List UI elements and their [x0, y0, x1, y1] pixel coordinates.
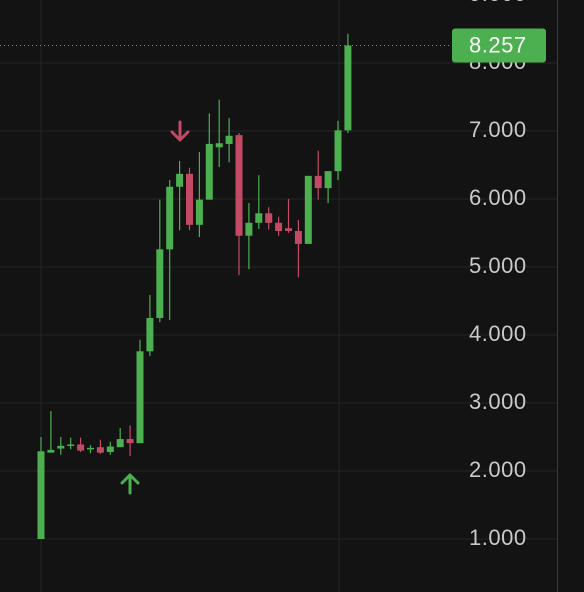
- y-tick-label: 7.000: [469, 117, 527, 142]
- candle-body: [205, 143, 213, 200]
- candle-body: [265, 213, 273, 223]
- candle-body: [324, 171, 332, 189]
- candle-body: [136, 351, 144, 444]
- candle-body: [334, 130, 342, 172]
- candle-body: [106, 446, 114, 452]
- candle-body: [77, 444, 85, 451]
- candle-body: [186, 173, 193, 225]
- candle-body: [294, 230, 302, 244]
- buy-marker: [120, 473, 140, 495]
- candle-body: [47, 449, 55, 453]
- grid: [0, 0, 557, 592]
- y-tick-label: 1.000: [469, 525, 527, 550]
- candle-body: [67, 444, 75, 446]
- candle-body: [116, 439, 124, 448]
- candle-body: [245, 222, 253, 236]
- last-price-box: [452, 28, 546, 63]
- candles: [37, 33, 352, 540]
- candle-body: [215, 143, 223, 148]
- markers: [120, 120, 190, 495]
- price-axis: 1.0002.0003.0004.0005.0006.0007.0008.000…: [469, 0, 558, 592]
- candle-body: [225, 135, 233, 144]
- candle-body: [57, 445, 65, 449]
- candle-body: [176, 173, 184, 187]
- candle-body: [344, 45, 352, 131]
- candle-body: [275, 222, 283, 231]
- candle-body: [235, 135, 243, 236]
- y-tick-label: 6.000: [469, 185, 527, 210]
- y-tick-label: 4.000: [469, 321, 527, 346]
- candle-body: [87, 447, 94, 450]
- candle-body: [166, 186, 174, 250]
- candle-body: [195, 199, 203, 225]
- candle-body: [96, 447, 104, 453]
- sell-marker: [170, 120, 190, 142]
- y-tick-label: 2.000: [469, 457, 527, 482]
- y-tick-label: 3.000: [469, 389, 527, 414]
- candle-body: [304, 175, 312, 244]
- candle-body: [285, 228, 292, 231]
- last-price-label: 8.257: [469, 32, 527, 57]
- candle-body: [126, 439, 134, 444]
- candle-body: [156, 249, 164, 319]
- candle-body: [314, 175, 322, 189]
- candle-body: [146, 318, 154, 352]
- y-tick-label: 5.000: [469, 253, 527, 278]
- candle-body: [37, 451, 45, 540]
- y-tick-label: 9.000: [469, 0, 527, 6]
- candle-body: [255, 213, 263, 223]
